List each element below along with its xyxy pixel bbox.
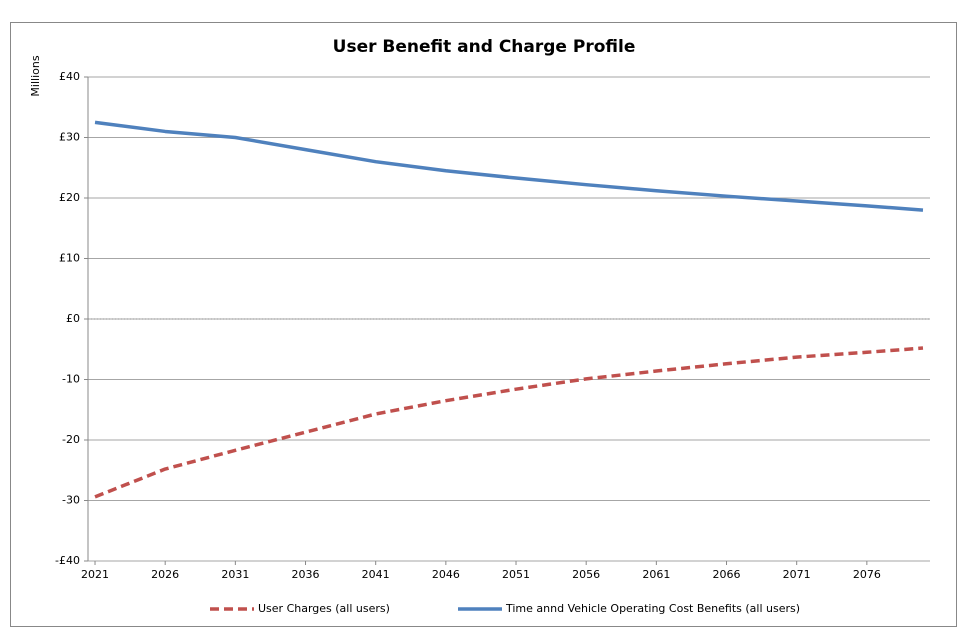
series-line — [94, 346, 924, 499]
x-tick-label: 2041 — [362, 568, 390, 581]
y-tick-label: -20 — [62, 433, 80, 446]
x-tick-label: 2046 — [432, 568, 460, 581]
legend-label: Time annd Vehicle Operating Cost Benefit… — [505, 602, 800, 615]
y-tick-label: -10 — [62, 373, 80, 386]
x-tick-label: 2076 — [853, 568, 881, 581]
x-tick-label: 2056 — [572, 568, 600, 581]
y-tick-label: -£40 — [55, 554, 80, 567]
x-tick-label: 2071 — [783, 568, 811, 581]
legend-label: User Charges (all users) — [258, 602, 390, 615]
y-tick-label: £20 — [59, 191, 80, 204]
y-tick-label: £0 — [66, 312, 80, 325]
y-tick-label: £40 — [59, 70, 80, 83]
y-tick-label: £10 — [59, 252, 80, 265]
y-axis-label: Millions — [29, 55, 42, 96]
x-tick-label: 2021 — [81, 568, 109, 581]
x-tick-label: 2061 — [642, 568, 670, 581]
chart-title: User Benefit and Charge Profile — [333, 37, 636, 57]
x-tick-label: 2036 — [292, 568, 320, 581]
y-tick-label: -30 — [62, 494, 80, 507]
x-tick-label: 2051 — [502, 568, 530, 581]
x-tick-label: 2031 — [221, 568, 249, 581]
x-tick-label: 2026 — [151, 568, 179, 581]
chart-frame — [10, 22, 957, 627]
y-tick-label: £30 — [59, 131, 80, 144]
x-tick-label: 2066 — [713, 568, 741, 581]
series-line — [94, 120, 924, 212]
